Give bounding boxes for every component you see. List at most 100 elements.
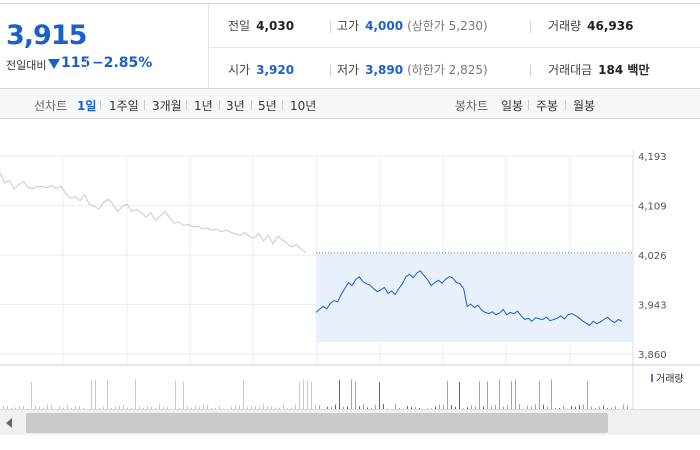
volume-bar xyxy=(491,406,492,409)
volume-bar xyxy=(407,406,408,409)
cell-divider xyxy=(530,65,531,77)
volume-bar xyxy=(599,406,600,409)
volume-bar xyxy=(623,404,624,409)
volume-bar xyxy=(347,406,348,409)
cell-divider xyxy=(330,21,331,33)
volume-bar xyxy=(539,381,540,409)
volume-bar xyxy=(559,407,560,409)
y-tick-label: 4,193 xyxy=(638,152,667,163)
volume-bar xyxy=(299,382,300,409)
volume-bar xyxy=(467,407,468,409)
session-highlight xyxy=(316,252,633,342)
volume-bar xyxy=(11,408,12,409)
volume-bar xyxy=(471,405,472,409)
volume-bar xyxy=(75,405,76,409)
candle-weekly[interactable]: 주봉 xyxy=(536,99,559,113)
volume-bar xyxy=(191,407,192,409)
scroll-thumb[interactable] xyxy=(26,413,608,433)
volume-bar xyxy=(7,405,8,409)
y-tick-label: 4,109 xyxy=(638,202,667,213)
volume-bar xyxy=(615,405,616,409)
volume-bar xyxy=(215,407,216,409)
period-3m[interactable]: 3개월 xyxy=(152,99,182,113)
period-10y[interactable]: 10년 xyxy=(290,99,317,113)
volume-bar xyxy=(535,404,536,409)
volume-bar xyxy=(219,406,220,409)
volume-bar xyxy=(595,407,596,409)
volume-bar xyxy=(531,406,532,409)
volume-bar xyxy=(207,405,208,409)
volume-bar xyxy=(147,405,148,409)
volume-bar xyxy=(187,406,188,409)
candle-daily[interactable]: 일봉 xyxy=(501,99,524,113)
toolbar-divider xyxy=(186,100,187,110)
scroll-left-arrow-icon[interactable] xyxy=(6,418,12,428)
volume-bar xyxy=(503,406,504,409)
amount-cell: 거래대금 184 백만 xyxy=(548,63,650,77)
summary-row-divider xyxy=(208,47,700,48)
volume-bar xyxy=(351,379,352,409)
volume-bar xyxy=(119,405,120,409)
volume-bar xyxy=(415,407,416,409)
volume-bar xyxy=(579,405,580,409)
period-1y[interactable]: 1년 xyxy=(194,99,213,113)
toolbar-divider xyxy=(565,100,566,110)
volume-bar xyxy=(603,405,604,409)
volume-bar xyxy=(159,404,160,409)
volume-bar xyxy=(375,404,376,409)
candle-chart-label: 봉차트 xyxy=(455,99,489,113)
y-tick-label: 3,860 xyxy=(638,350,667,361)
volume-bar xyxy=(371,408,372,409)
volume-bar xyxy=(31,381,32,409)
volume-bar xyxy=(155,408,156,409)
period-5y[interactable]: 5년 xyxy=(258,99,277,113)
volume-bar xyxy=(303,379,304,409)
volume-bar xyxy=(23,405,24,409)
volume-bar xyxy=(447,380,448,409)
volume-bar xyxy=(555,408,556,409)
toolbar-divider xyxy=(282,100,283,110)
current-price: 3,915 xyxy=(6,20,87,51)
candle-monthly[interactable]: 월봉 xyxy=(573,99,596,113)
toolbar-divider xyxy=(219,100,220,110)
volume-bar xyxy=(47,404,48,409)
volume-bar xyxy=(483,406,484,409)
volume-bar xyxy=(547,406,548,409)
volume-bar xyxy=(495,404,496,409)
volume-bar xyxy=(331,406,332,409)
volume-bar xyxy=(511,381,512,409)
volume-bar xyxy=(571,405,572,409)
volume-bar xyxy=(435,406,436,409)
volume-bar xyxy=(339,380,340,409)
period-3y[interactable]: 3년 xyxy=(226,99,245,113)
y-axis: 4,193 4,109 4,026 3,943 3,860 xyxy=(638,152,667,361)
volume-bar xyxy=(519,404,520,409)
volume-bar xyxy=(315,404,316,409)
period-1d[interactable]: 1일 xyxy=(77,99,97,113)
quote-summary: 3,915 전일대비 115 −2.85% 전일 4,030 시가 3,920 고가… xyxy=(0,3,700,89)
y-tick-label: 3,943 xyxy=(638,301,667,312)
toolbar-divider xyxy=(528,100,529,110)
volume-bar xyxy=(195,405,196,409)
volume-bar xyxy=(163,406,164,409)
volume-bar xyxy=(475,406,476,409)
volume-bar xyxy=(83,407,84,409)
summary-divider xyxy=(208,4,209,88)
volume-bar xyxy=(295,404,296,409)
volume-cell: 거래량 46,936 xyxy=(548,19,634,33)
volume-bar xyxy=(63,407,64,409)
period-1w[interactable]: 1주일 xyxy=(109,99,139,113)
volume-legend-swatch xyxy=(651,374,653,382)
volume-bar xyxy=(271,406,272,409)
volume-bar xyxy=(607,408,608,409)
volume-bar xyxy=(515,379,516,409)
low-cell: 저가 3,890 (하한가 2,825) xyxy=(337,63,488,77)
volume-bar xyxy=(43,407,44,409)
chart-scrollbar[interactable] xyxy=(0,409,700,435)
volume-bar xyxy=(203,404,204,409)
volume-bar xyxy=(487,381,488,409)
prev-close-cell: 전일 4,030 xyxy=(228,19,295,33)
volume-bar xyxy=(111,407,112,409)
volume-bar xyxy=(583,404,584,409)
